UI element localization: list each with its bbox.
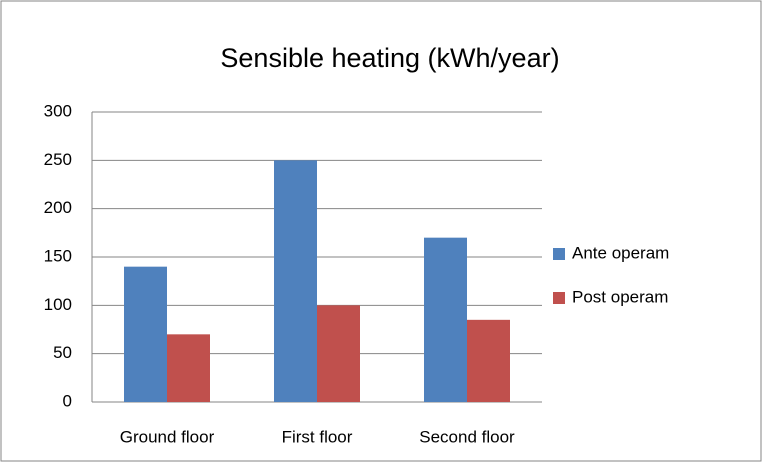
legend-label: Ante operam: [572, 243, 669, 262]
bar: [274, 160, 317, 402]
legend-swatch: [553, 248, 565, 260]
bar: [424, 237, 467, 402]
legend-swatch: [553, 292, 565, 304]
y-tick-label: 250: [44, 150, 72, 169]
bar: [124, 266, 167, 402]
x-tick-label: Second floor: [419, 427, 515, 446]
bar: [167, 334, 210, 402]
chart-title: Sensible heating (kWh/year): [220, 43, 559, 73]
bar: [467, 319, 510, 402]
x-tick-label: First floor: [282, 427, 353, 446]
y-tick-label: 100: [44, 295, 72, 314]
y-tick-label: 150: [44, 246, 72, 265]
y-tick-label: 300: [44, 101, 72, 120]
y-tick-label: 0: [63, 391, 72, 410]
legend-label: Post operam: [572, 287, 668, 306]
x-tick-label: Ground floor: [120, 427, 215, 446]
y-tick-label: 200: [44, 198, 72, 217]
bar: [317, 305, 360, 402]
y-tick-label: 50: [53, 343, 72, 362]
